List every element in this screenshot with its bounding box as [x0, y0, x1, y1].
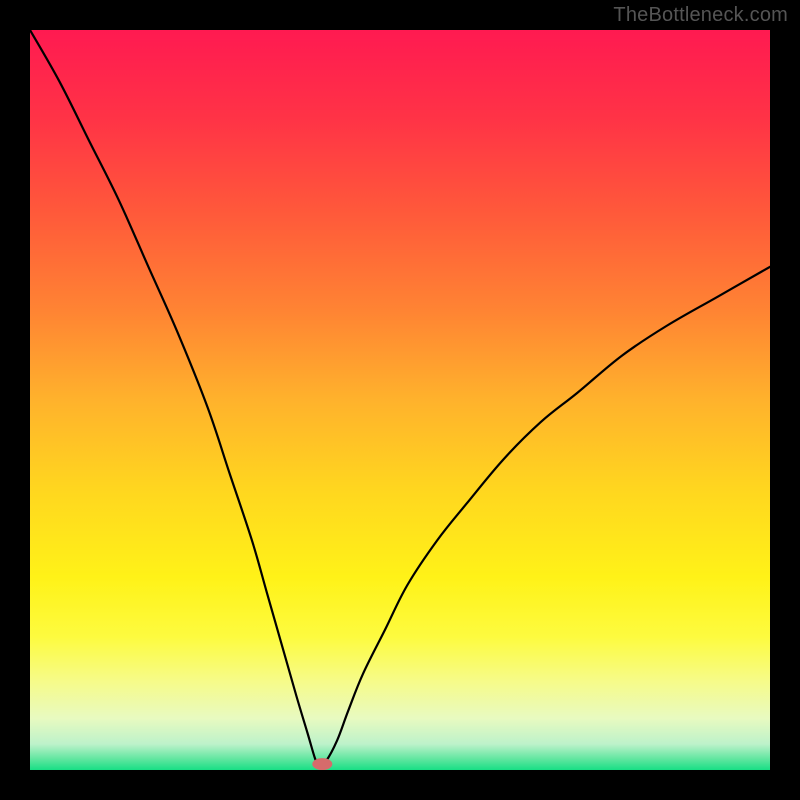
- bottleneck-marker: [312, 758, 332, 770]
- chart-container: TheBottleneck.com: [0, 0, 800, 800]
- gradient-background: [30, 30, 770, 770]
- watermark-text: TheBottleneck.com: [613, 4, 788, 27]
- bottleneck-curve-chart: [0, 0, 800, 800]
